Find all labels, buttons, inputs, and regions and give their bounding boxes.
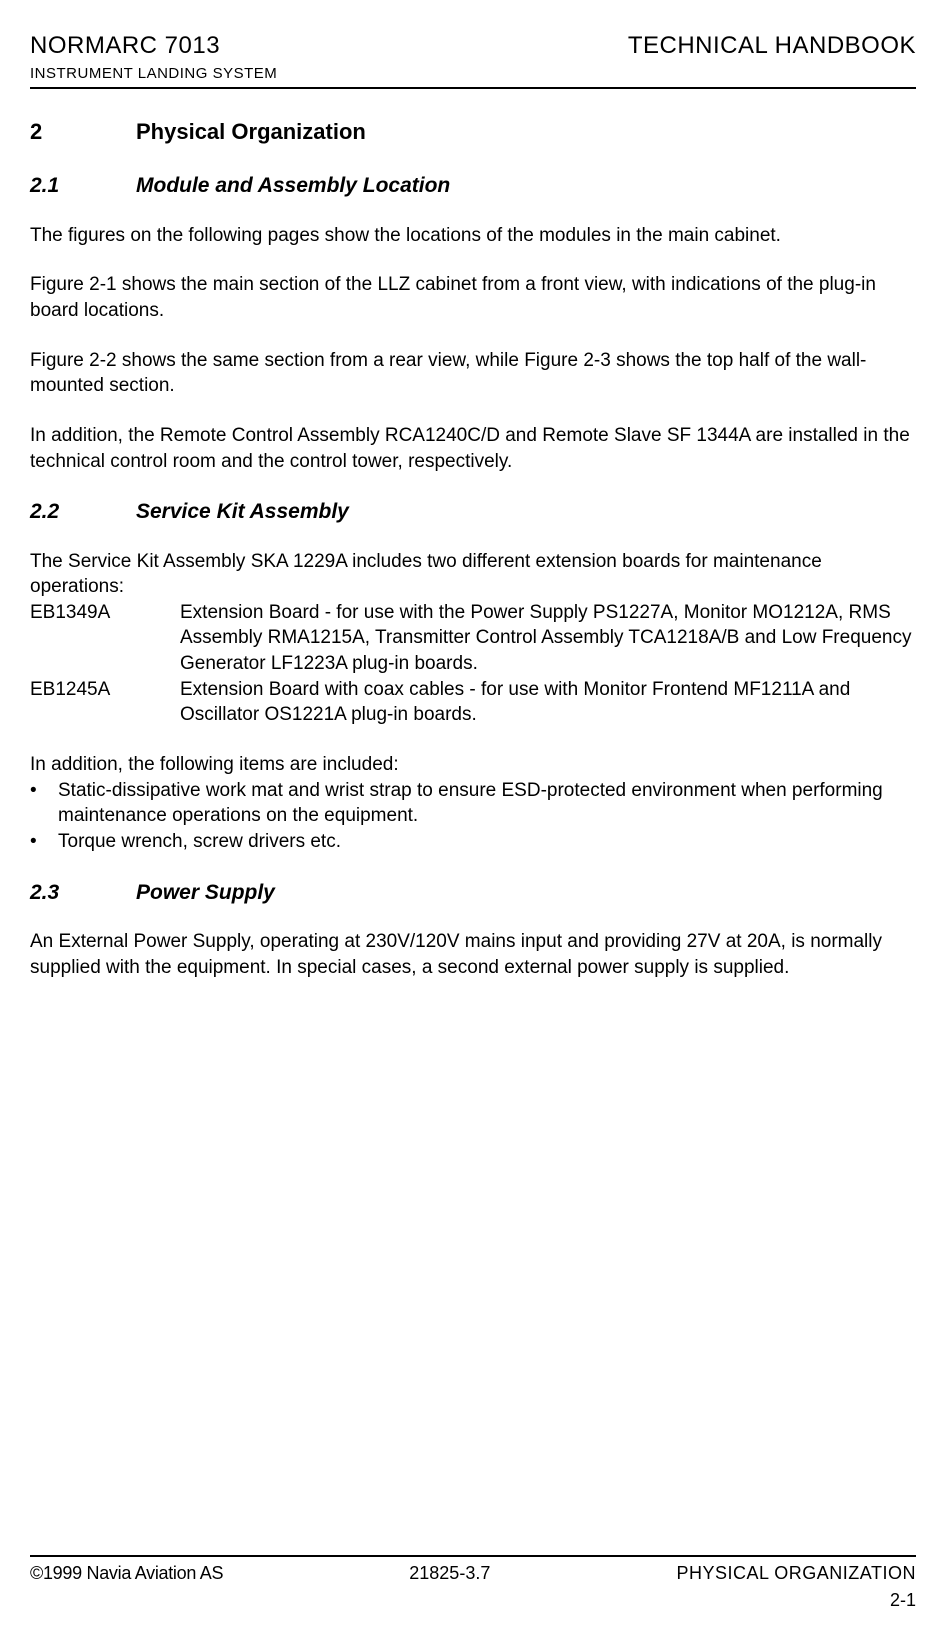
paragraph: Figure 2-1 shows the main section of the…	[30, 272, 916, 323]
footer-section: PHYSICAL ORGANIZATION	[676, 1561, 916, 1585]
definition-row: EB1245A Extension Board with coax cables…	[30, 677, 916, 728]
paragraph: In addition, the following items are inc…	[30, 752, 916, 778]
paragraph: The Service Kit Assembly SKA 1229A inclu…	[30, 549, 916, 600]
paragraph: An External Power Supply, operating at 2…	[30, 929, 916, 980]
header-subtitle: INSTRUMENT LANDING SYSTEM	[30, 64, 916, 84]
definition-desc: Extension Board - for use with the Power…	[180, 600, 916, 677]
list-item-text: Torque wrench, screw drivers etc.	[58, 829, 916, 855]
paragraph: In addition, the Remote Control Assembly…	[30, 423, 916, 474]
section-title: Physical Organization	[136, 117, 366, 147]
section-title: Power Supply	[136, 879, 275, 907]
section-heading-2: 2 Physical Organization	[30, 117, 916, 147]
page-footer: ©1999 Navia Aviation AS 21825-3.7 PHYSIC…	[30, 1555, 916, 1632]
section-number: 2.2	[30, 498, 136, 526]
bullet-list: • Static-dissipative work mat and wrist …	[30, 778, 916, 855]
page-header: NORMARC 7013 TECHNICAL HANDBOOK INSTRUME…	[30, 30, 916, 89]
section-number: 2.3	[30, 879, 136, 907]
section-heading-2-2: 2.2 Service Kit Assembly	[30, 498, 916, 526]
bullet-icon: •	[30, 829, 58, 855]
list-item: • Torque wrench, screw drivers etc.	[30, 829, 916, 855]
footer-docid: 21825-3.7	[409, 1561, 490, 1585]
definition-desc: Extension Board with coax cables - for u…	[180, 677, 916, 728]
definition-term: EB1349A	[30, 600, 180, 677]
section-title: Service Kit Assembly	[136, 498, 349, 526]
definition-term: EB1245A	[30, 677, 180, 728]
paragraph: The figures on the following pages show …	[30, 223, 916, 249]
header-product: NORMARC 7013	[30, 30, 220, 62]
bullet-icon: •	[30, 778, 58, 829]
section-number: 2	[30, 117, 136, 147]
footer-page-number: 2-1	[30, 1588, 916, 1612]
definition-list: EB1349A Extension Board - for use with t…	[30, 600, 916, 728]
header-doc-type: TECHNICAL HANDBOOK	[628, 30, 916, 62]
list-item: • Static-dissipative work mat and wrist …	[30, 778, 916, 829]
section-heading-2-1: 2.1 Module and Assembly Location	[30, 172, 916, 200]
section-heading-2-3: 2.3 Power Supply	[30, 879, 916, 907]
section-title: Module and Assembly Location	[136, 172, 450, 200]
page-content: 2 Physical Organization 2.1 Module and A…	[30, 89, 916, 1556]
footer-copyright: ©1999 Navia Aviation AS	[30, 1561, 223, 1585]
list-item-text: Static-dissipative work mat and wrist st…	[58, 778, 916, 829]
section-number: 2.1	[30, 172, 136, 200]
paragraph: Figure 2-2 shows the same section from a…	[30, 348, 916, 399]
definition-row: EB1349A Extension Board - for use with t…	[30, 600, 916, 677]
